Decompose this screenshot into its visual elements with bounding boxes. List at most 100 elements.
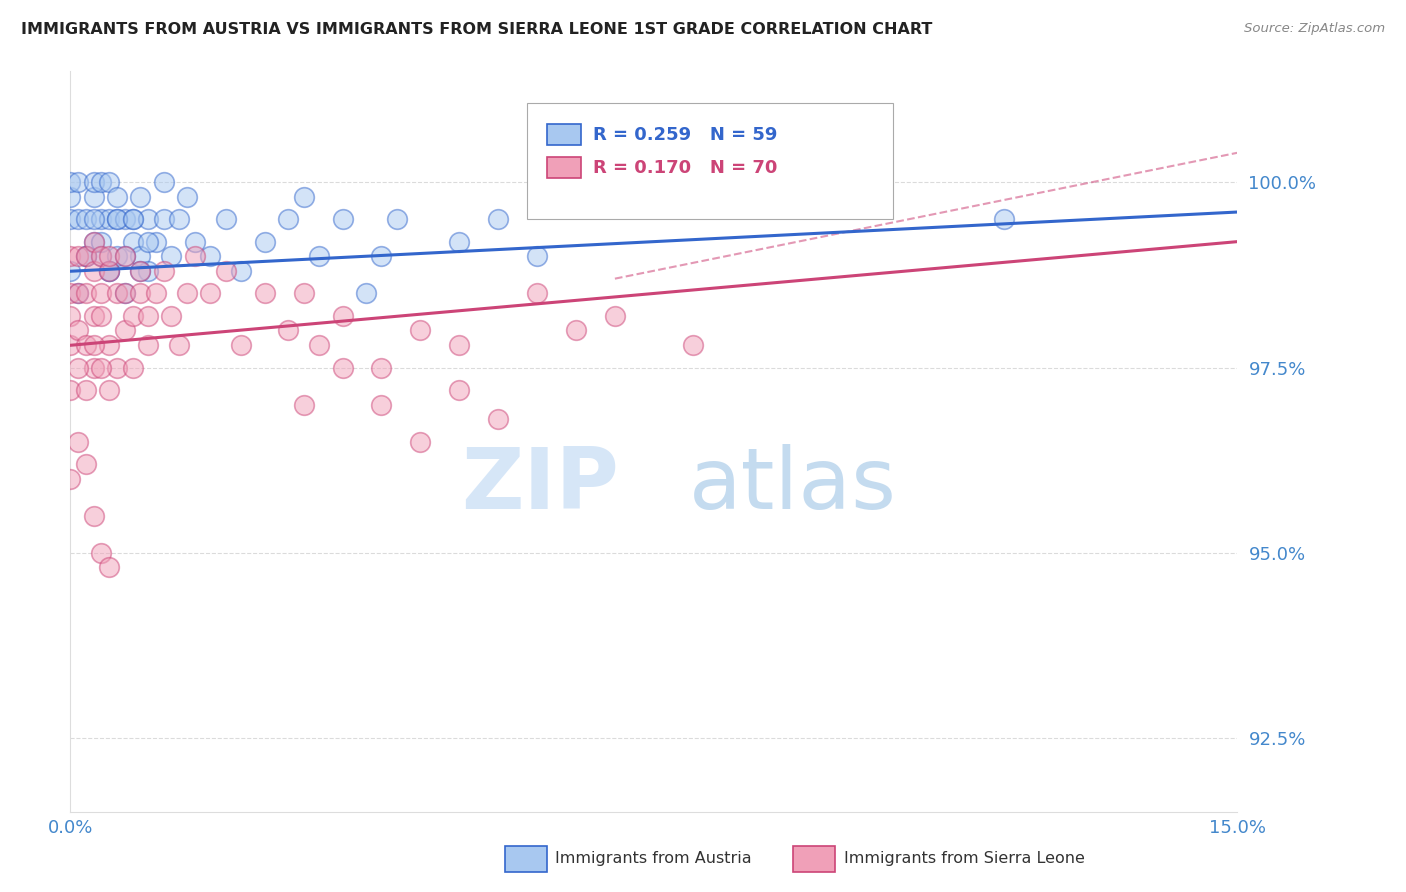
Point — [292, 286, 315, 301]
Point — [59, 286, 82, 301]
Point — [83, 235, 105, 249]
Point — [136, 264, 159, 278]
Point — [176, 190, 198, 204]
Point — [105, 286, 128, 301]
Point — [75, 250, 97, 264]
Point — [83, 264, 105, 278]
Point — [75, 457, 97, 471]
Point — [486, 212, 509, 227]
Point — [114, 250, 136, 264]
Text: Immigrants from Austria: Immigrants from Austria — [555, 852, 752, 866]
Point — [59, 190, 82, 204]
Point — [200, 250, 222, 264]
Point — [83, 309, 105, 323]
Point — [114, 286, 136, 301]
Point — [145, 235, 167, 249]
Point — [59, 383, 82, 397]
Point — [114, 212, 136, 227]
Point — [90, 176, 112, 190]
Point — [59, 472, 82, 486]
Point — [59, 250, 82, 264]
Point — [526, 250, 548, 264]
Point — [90, 546, 112, 560]
Point — [152, 176, 174, 190]
Point — [59, 338, 82, 352]
Point — [215, 212, 238, 227]
Point — [90, 286, 112, 301]
Point — [167, 338, 190, 352]
Point — [129, 286, 152, 301]
Point — [152, 212, 174, 227]
Point — [90, 212, 112, 227]
Point — [90, 360, 112, 375]
Point — [121, 212, 143, 227]
Text: Source: ZipAtlas.com: Source: ZipAtlas.com — [1244, 22, 1385, 36]
Point — [449, 235, 471, 249]
Point — [449, 383, 471, 397]
Point — [98, 264, 121, 278]
Point — [136, 309, 159, 323]
Point — [121, 235, 143, 249]
Point — [184, 235, 207, 249]
Point — [75, 286, 97, 301]
Point — [136, 212, 159, 227]
Point — [98, 264, 121, 278]
Point — [486, 412, 509, 426]
Point — [277, 324, 299, 338]
Point — [603, 309, 626, 323]
Point — [67, 286, 90, 301]
Point — [449, 338, 471, 352]
Point — [409, 434, 432, 449]
Point — [993, 212, 1015, 227]
Point — [67, 434, 90, 449]
Point — [105, 190, 128, 204]
Point — [98, 560, 121, 574]
Point — [67, 360, 90, 375]
Point — [200, 286, 222, 301]
Point — [292, 398, 315, 412]
Text: Immigrants from Sierra Leone: Immigrants from Sierra Leone — [844, 852, 1084, 866]
Point — [129, 264, 152, 278]
Point — [114, 324, 136, 338]
Point — [90, 309, 112, 323]
Text: ZIP: ZIP — [461, 444, 619, 527]
Point — [332, 212, 354, 227]
Point — [75, 338, 97, 352]
Point — [370, 398, 392, 412]
Point — [354, 286, 377, 301]
Point — [83, 338, 105, 352]
Point — [98, 264, 121, 278]
Point — [129, 250, 152, 264]
Point — [75, 250, 97, 264]
Point — [83, 176, 105, 190]
Point — [105, 212, 128, 227]
Point — [75, 250, 97, 264]
Point — [114, 286, 136, 301]
Point — [308, 250, 330, 264]
Text: R = 0.259   N = 59: R = 0.259 N = 59 — [593, 126, 778, 144]
Point — [98, 338, 121, 352]
Point — [176, 286, 198, 301]
Point — [83, 508, 105, 523]
Point — [83, 212, 105, 227]
Point — [370, 360, 392, 375]
Point — [67, 176, 90, 190]
Point — [105, 250, 128, 264]
Point — [332, 309, 354, 323]
Point — [83, 360, 105, 375]
Point — [90, 235, 112, 249]
Point — [98, 250, 121, 264]
Point — [385, 212, 408, 227]
Point — [253, 235, 276, 249]
Point — [565, 324, 588, 338]
Point — [75, 383, 97, 397]
Point — [83, 235, 105, 249]
Point — [75, 212, 97, 227]
Point — [277, 212, 299, 227]
Point — [121, 309, 143, 323]
Point — [67, 250, 90, 264]
Text: R = 0.170   N = 70: R = 0.170 N = 70 — [593, 159, 778, 177]
Point — [160, 309, 183, 323]
Point — [67, 212, 90, 227]
Point — [129, 264, 152, 278]
